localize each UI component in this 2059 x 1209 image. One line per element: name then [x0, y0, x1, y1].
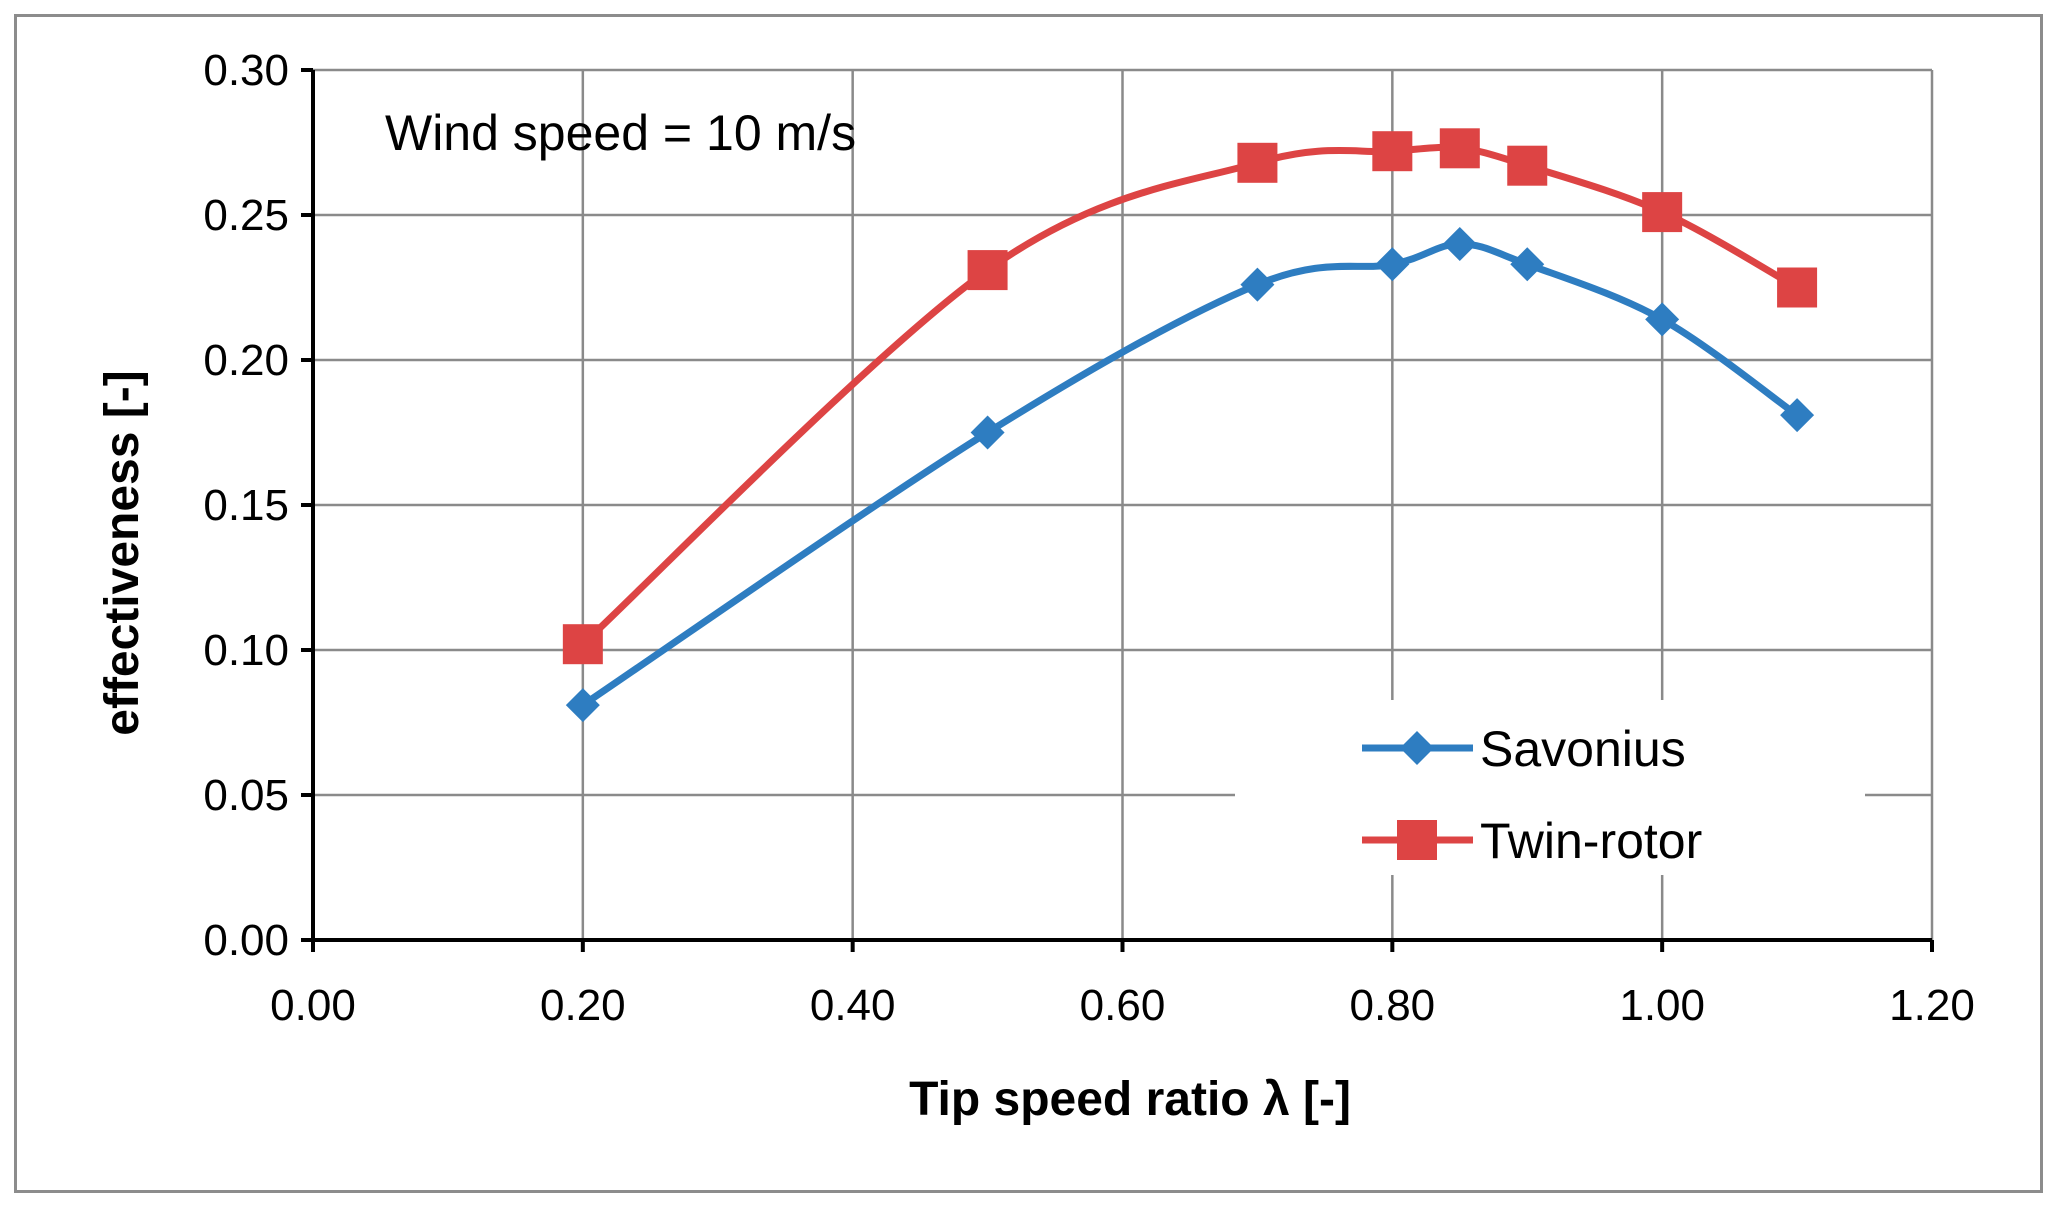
y-tick-label: 0.20	[203, 336, 289, 385]
y-axis-title: effectiveness [-]	[96, 370, 149, 735]
y-tick-label: 0.30	[203, 46, 289, 95]
legend-box	[1235, 700, 1865, 875]
data-point-savonius	[1375, 247, 1410, 282]
chart-frame	[14, 14, 2043, 1193]
legend-label-savonius: Savonius	[1480, 721, 1686, 777]
x-axis-title: Tip speed ratio λ [-]	[909, 1073, 1351, 1126]
axes	[301, 68, 1934, 952]
data-point-twin-rotor	[1777, 267, 1818, 308]
x-tick-label: 0.20	[540, 981, 626, 1030]
x-tick-label: 0.80	[1350, 981, 1436, 1030]
data-point-twin-rotor	[1372, 131, 1413, 172]
data-point-twin-rotor	[1642, 192, 1683, 233]
x-tick-label: 0.60	[1080, 981, 1166, 1030]
data-point-savonius	[1442, 227, 1477, 261]
y-tick-label: 0.00	[203, 916, 289, 965]
x-tick-label: 1.00	[1619, 981, 1705, 1030]
series-group	[562, 128, 1818, 723]
y-tick-label: 0.10	[203, 626, 289, 675]
y-tick-label: 0.05	[203, 771, 289, 820]
tick-labels: 0.00 0.05 0.10 0.15 0.20 0.25 0.30 0.00 0.20 0.40…	[203, 46, 1974, 1030]
annotation-wind-speed: Wind speed = 10 m/s	[385, 105, 856, 161]
data-point-savonius	[1645, 302, 1680, 337]
legend: Savonius Twin-rotor	[1362, 721, 1702, 869]
x-tick-label: 0.00	[270, 981, 356, 1030]
data-point-savonius	[565, 688, 600, 723]
legend-label-twin-rotor: Twin-rotor	[1480, 813, 1702, 869]
data-point-twin-rotor	[1507, 145, 1548, 186]
legend-marker-savonius	[1400, 731, 1434, 765]
x-tick-label: 1.20	[1889, 981, 1975, 1030]
x-tick-label: 0.40	[810, 981, 896, 1030]
y-tick-label: 0.15	[203, 481, 289, 530]
data-point-twin-rotor	[1237, 142, 1278, 183]
data-point-twin-rotor	[1439, 128, 1480, 169]
data-point-savonius	[1240, 267, 1275, 302]
y-tick-label: 0.25	[203, 191, 289, 240]
data-point-savonius	[1510, 247, 1545, 282]
data-point-twin-rotor	[562, 624, 603, 665]
legend-marker-twin-rotor	[1397, 820, 1437, 860]
data-point-savonius	[1780, 398, 1815, 433]
data-point-twin-rotor	[967, 250, 1008, 291]
series-line-twin-rotor	[579, 143, 1801, 648]
series-line-savonius	[579, 240, 1801, 709]
data-point-savonius	[970, 415, 1005, 450]
legend-background	[1235, 700, 1865, 875]
